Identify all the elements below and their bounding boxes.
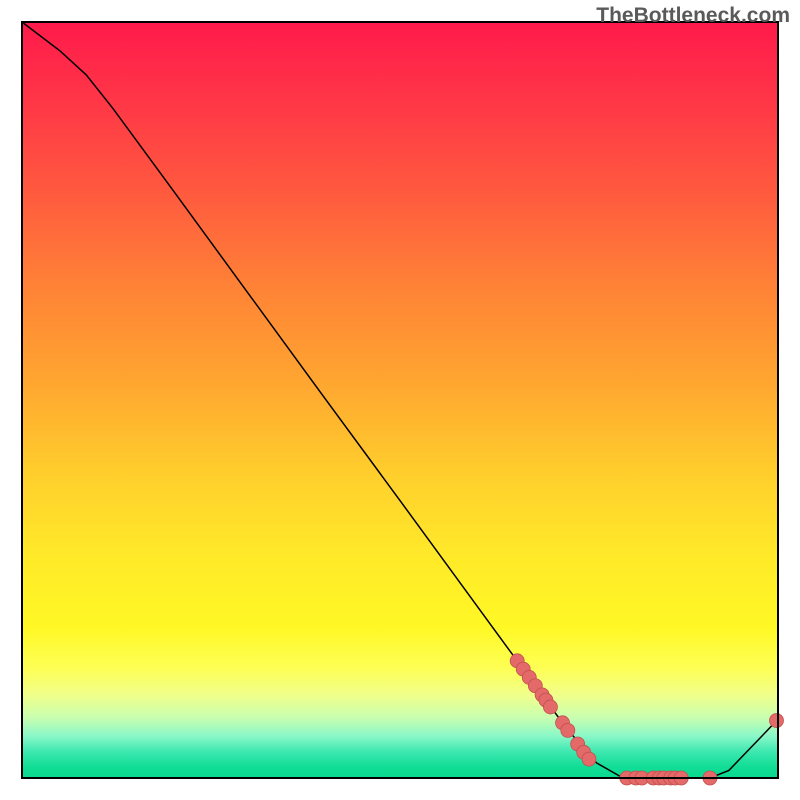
chart-svg — [0, 0, 800, 800]
data-marker — [561, 723, 575, 737]
data-marker — [769, 714, 783, 728]
chart-container: TheBottleneck.com — [0, 0, 800, 800]
data-marker — [543, 700, 557, 714]
plot-background — [22, 22, 778, 778]
data-marker — [582, 752, 596, 766]
watermark-text: TheBottleneck.com — [596, 4, 790, 28]
